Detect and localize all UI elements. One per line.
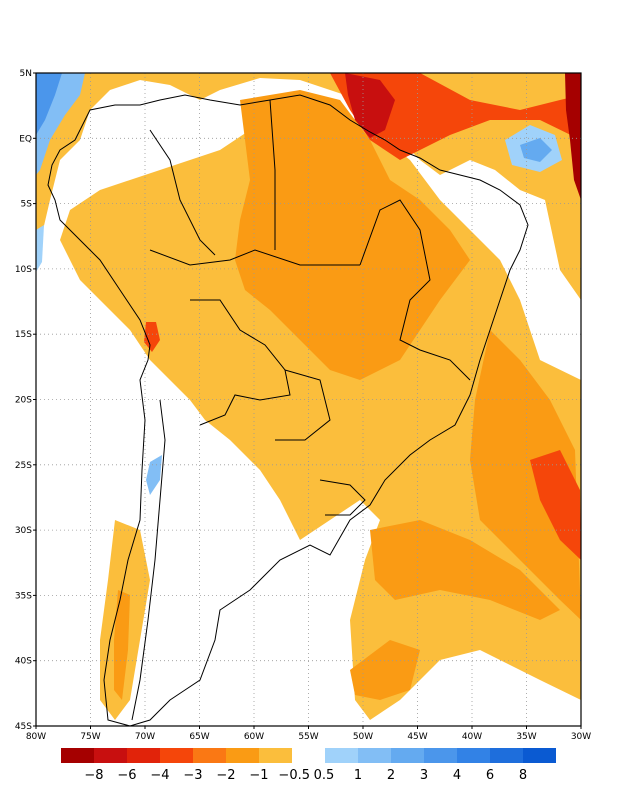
shade-darkred-north xyxy=(345,73,395,138)
lat-tick-label: 25S xyxy=(15,461,32,471)
colorbar-swatch-negative xyxy=(61,748,94,763)
shade-orange-atlantic xyxy=(470,330,581,620)
border-paraguay xyxy=(275,369,331,441)
longitude-tick-labels: 80W 75W 70W 65W 60W 55W 50W 45W 40W 35W 30W xyxy=(26,732,591,742)
colorbar-label: 1 xyxy=(354,768,362,783)
colorbar-swatch-positive xyxy=(391,748,424,763)
colorbar-label: 8 xyxy=(519,768,527,783)
colorbar-swatch-negative xyxy=(94,748,127,763)
lat-tick-label: 30S xyxy=(15,526,32,536)
colorbar-swatch-negative xyxy=(226,748,259,763)
colorbar-label: −8 xyxy=(84,768,103,783)
shaded-field xyxy=(36,73,581,720)
colorbar-label: 4 xyxy=(453,768,461,783)
lat-tick-label: 5N xyxy=(20,69,32,79)
lon-tick-label: 65W xyxy=(189,732,209,742)
shade-red-atlantic xyxy=(530,450,581,560)
lon-tick-label: 75W xyxy=(80,732,100,742)
colorbar-swatch-negative xyxy=(160,748,193,763)
lat-tick-label: 20S xyxy=(15,396,32,406)
axis-ticks xyxy=(33,72,582,729)
shade-darkred-edge xyxy=(565,73,581,200)
grid-lines xyxy=(36,73,581,726)
colorbar xyxy=(61,748,556,763)
border-brazil-west xyxy=(269,99,276,250)
lat-tick-label: 15S xyxy=(15,330,32,340)
lat-tick-label: 10S xyxy=(15,265,32,275)
colorbar-label: −0.5 xyxy=(278,768,310,783)
border-colombia xyxy=(149,129,216,256)
border-peru-brazil xyxy=(149,249,360,266)
colorbar-swatch-negative xyxy=(127,748,160,763)
shade-red-andes-spot xyxy=(144,322,160,352)
colorbar-swatch-positive xyxy=(424,748,457,763)
lat-tick-label: 5S xyxy=(21,200,33,210)
colorbar-swatch-positive xyxy=(457,748,490,763)
colorbar-label: 2 xyxy=(387,768,395,783)
colorbar-label: −2 xyxy=(216,768,235,783)
colorbar-label: −3 xyxy=(183,768,202,783)
shade-blue-west xyxy=(36,225,44,272)
shade-orange-amazon xyxy=(235,90,470,380)
lon-tick-label: 45W xyxy=(407,732,427,742)
lon-tick-label: 50W xyxy=(353,732,373,742)
colorbar-label: −1 xyxy=(249,768,268,783)
colorbar-swatch-positive xyxy=(490,748,523,763)
lon-tick-label: 35W xyxy=(516,732,536,742)
lon-tick-label: 60W xyxy=(244,732,264,742)
shade-blue-atlantic-core xyxy=(520,138,552,162)
colorbar-labels: −8 −6 −4 −3 −2 −1 −0.5 0.5 1 2 3 4 6 8 xyxy=(84,768,527,783)
lon-tick-label: 55W xyxy=(298,732,318,742)
lon-tick-label: 40W xyxy=(462,732,482,742)
colorbar-label: −4 xyxy=(150,768,169,783)
border-bolivia xyxy=(190,299,291,426)
lat-tick-label: EQ xyxy=(19,134,32,144)
lon-tick-label: 70W xyxy=(135,732,155,742)
lon-tick-label: 30W xyxy=(571,732,591,742)
lat-tick-label: 40S xyxy=(15,657,32,667)
shade-orange-patagonia xyxy=(350,640,420,700)
shade-orange-andes-strip xyxy=(114,590,130,700)
colorbar-swatch-positive xyxy=(325,748,358,763)
colorbar-label: −6 xyxy=(117,768,136,783)
coastlines xyxy=(47,94,529,727)
colorbar-label: 3 xyxy=(420,768,428,783)
shade-blue-pacific-dark xyxy=(36,73,62,135)
border-uruguay xyxy=(319,479,366,516)
lat-tick-label: 35S xyxy=(15,591,32,601)
colorbar-swatch-positive xyxy=(523,748,556,763)
colorbar-label: 6 xyxy=(486,768,494,783)
lat-tick-label: 45S xyxy=(15,722,32,732)
colorbar-swatch-negative xyxy=(193,748,226,763)
colorbar-label: 0.5 xyxy=(314,768,335,783)
border-brazil-states xyxy=(359,199,471,381)
lon-tick-label: 80W xyxy=(26,732,46,742)
colorbar-swatch-positive xyxy=(358,748,391,763)
border-argentina-chile xyxy=(131,399,166,721)
shade-blue-chile xyxy=(146,455,162,495)
latitude-tick-labels: 5N EQ 5S 10S 15S 20S 25S 30S 35S 40S 45S xyxy=(15,69,32,732)
south-america-coast xyxy=(47,94,529,727)
colorbar-swatch-negative xyxy=(259,748,292,763)
